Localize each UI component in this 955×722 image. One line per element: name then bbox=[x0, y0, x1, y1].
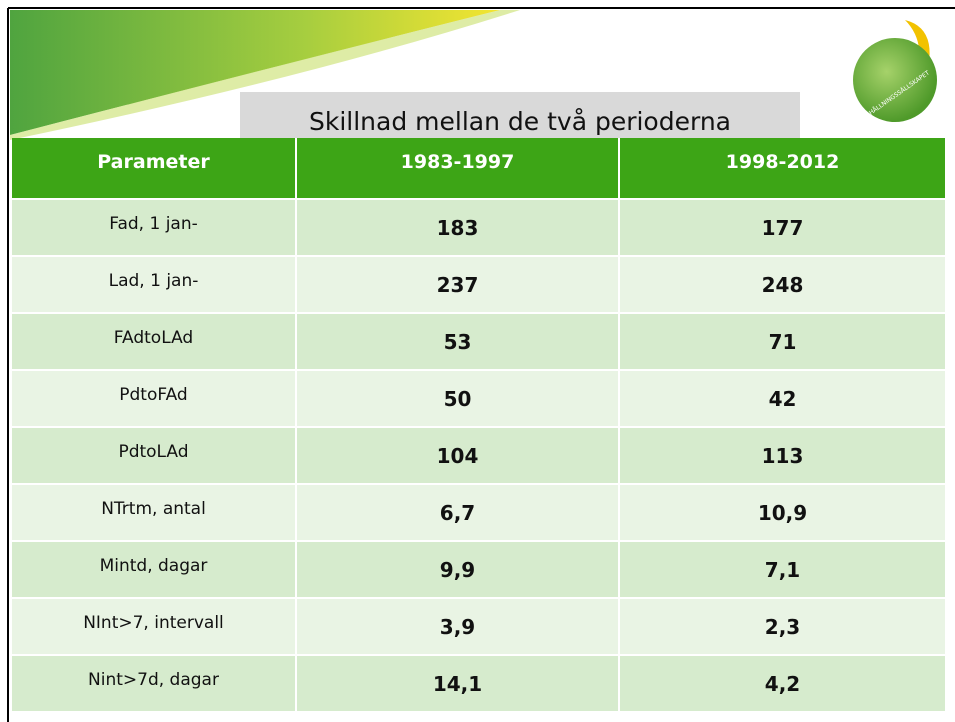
value-cell: 237 bbox=[297, 257, 620, 314]
value-cell: 71 bbox=[620, 314, 945, 371]
value-cell: 4,2 bbox=[620, 656, 945, 713]
value-cell: 7,1 bbox=[620, 542, 945, 599]
value-cell: 2,3 bbox=[620, 599, 945, 656]
value-cell: 42 bbox=[620, 371, 945, 428]
header-cell: Parameter bbox=[12, 138, 297, 200]
header-cell: 1998-2012 bbox=[620, 138, 945, 200]
title: Skillnad mellan de två perioderna bbox=[240, 92, 800, 138]
slide: HUSHÅLLNINGSSÄLLSKAPET Skillnad mellan d… bbox=[0, 0, 955, 722]
value-cell: 53 bbox=[297, 314, 620, 371]
parameter-cell: Lad, 1 jan- bbox=[12, 257, 297, 314]
header-cell: 1983-1997 bbox=[297, 138, 620, 200]
value-cell: 248 bbox=[620, 257, 945, 314]
value-cell: 9,9 bbox=[297, 542, 620, 599]
value-cell: 14,1 bbox=[297, 656, 620, 713]
value-cell: 50 bbox=[297, 371, 620, 428]
parameter-cell: PdtoLAd bbox=[12, 428, 297, 485]
parameter-cell: Fad, 1 jan- bbox=[12, 200, 297, 257]
value-cell: 113 bbox=[620, 428, 945, 485]
parameter-cell: NTrtm, antal bbox=[12, 485, 297, 542]
parameter-cell: PdtoFAd bbox=[12, 371, 297, 428]
parameter-cell: Nint>7d, dagar bbox=[12, 656, 297, 713]
value-cell: 10,9 bbox=[620, 485, 945, 542]
value-cell: 104 bbox=[297, 428, 620, 485]
value-cell: 177 bbox=[620, 200, 945, 257]
parameter-cell: FAdtoLAd bbox=[12, 314, 297, 371]
value-cell: 3,9 bbox=[297, 599, 620, 656]
parameter-cell: Mintd, dagar bbox=[12, 542, 297, 599]
parameter-cell: NInt>7, intervall bbox=[12, 599, 297, 656]
value-cell: 6,7 bbox=[297, 485, 620, 542]
logo-circle bbox=[853, 38, 937, 122]
value-cell: 183 bbox=[297, 200, 620, 257]
